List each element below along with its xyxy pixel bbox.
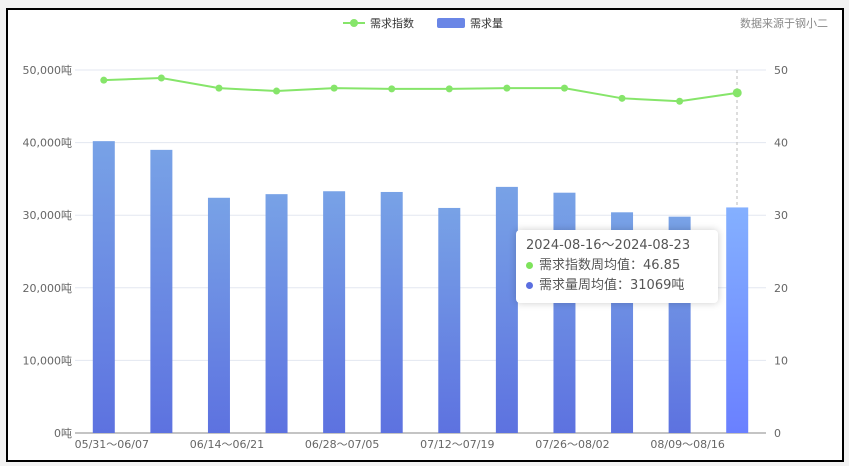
index-point [618, 94, 626, 102]
y-left-tick-label: 50,000吨 [23, 64, 73, 77]
index-point [503, 84, 511, 92]
bar [150, 149, 173, 434]
tooltip-volume: 需求量周均值：31069吨 [539, 278, 685, 293]
legend-line-marker [350, 19, 358, 27]
index-point [157, 74, 165, 82]
y-right-tick-label: 20 [774, 282, 788, 295]
x-tick-label: 07/26～08/02 [535, 438, 609, 451]
index-point [100, 76, 108, 84]
legend-bar-icon [437, 18, 465, 28]
y-right-tick-label: 30 [774, 209, 788, 222]
x-tick-label: 06/28～07/05 [305, 438, 379, 451]
y-left-tick-label: 30,000吨 [23, 209, 73, 222]
bar [553, 192, 576, 433]
y-left-tick-label: 40,000吨 [23, 137, 73, 150]
tooltip-title: 2024-08-16～2024-08-23 [526, 238, 691, 253]
index-point [676, 97, 684, 105]
y-left-tick-label: 10,000吨 [23, 354, 73, 367]
tooltip: 2024-08-16～2024-08-23 需求指数周均值：46.85 需求量周… [516, 230, 718, 303]
bar [323, 191, 346, 433]
legend-label: 需求指数 [370, 16, 414, 30]
data-source: 数据来源于钢小二 [740, 16, 828, 30]
y-right-tick-label: 10 [774, 354, 788, 367]
y-right-tick-label: 0 [774, 427, 781, 440]
index-point [330, 84, 338, 92]
index-point [560, 84, 568, 92]
x-tick-label: 05/31～06/07 [75, 438, 149, 451]
index-line [103, 76, 738, 103]
x-tick-label: 06/14～06/21 [190, 438, 264, 451]
y-left-tick-label: 0吨 [54, 427, 72, 440]
bar [726, 207, 749, 433]
bar [438, 207, 461, 433]
green-dot-icon [526, 262, 533, 269]
y-left-tick-label: 20,000吨 [23, 282, 73, 295]
tooltip-index: 需求指数周均值：46.85 [539, 258, 681, 273]
blue-dot-icon [526, 282, 533, 289]
index-point [388, 85, 396, 93]
index-point [215, 84, 223, 92]
x-tick-label: 07/12～07/19 [420, 438, 494, 451]
bar [380, 191, 403, 433]
x-tick-label: 08/09～08/16 [650, 438, 724, 451]
index-point [273, 87, 281, 95]
index-point [445, 85, 453, 93]
y-right-tick-label: 50 [774, 64, 788, 77]
bar [495, 186, 518, 433]
bar [207, 197, 230, 433]
bar [92, 141, 115, 433]
y-right-tick-label: 40 [774, 137, 788, 150]
bar [265, 194, 288, 433]
legend-label: 需求量 [470, 17, 503, 30]
index-point [732, 88, 742, 98]
